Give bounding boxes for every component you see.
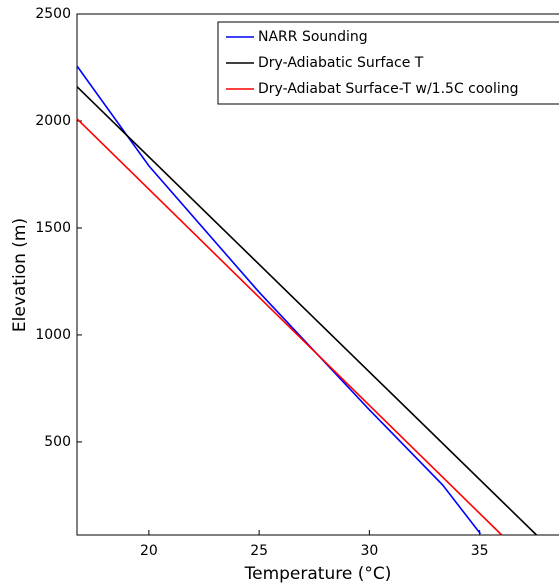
x-tick-label: 30: [360, 543, 378, 559]
y-tick-label: 500: [44, 434, 71, 450]
x-tick-label: 35: [471, 543, 489, 559]
series-line: [76, 118, 503, 536]
y-axis-label: Elevation (m): [10, 218, 30, 332]
plot-frame: [76, 13, 559, 536]
y-tick-label: 1000: [35, 327, 71, 343]
series-line: [76, 86, 538, 536]
x-tick-label: 20: [140, 543, 158, 559]
legend-label: Dry-Adiabat Surface-T w/1.5C cooling: [258, 81, 519, 97]
legend-label: NARR Sounding: [258, 29, 368, 45]
y-tick-label: 2500: [35, 6, 71, 22]
x-tick-label: 25: [250, 543, 268, 559]
legend-label: Dry-Adiabatic Surface T: [258, 55, 424, 71]
y-tick-label: 1500: [35, 220, 71, 236]
x-axis-label: Temperature (°C): [244, 564, 392, 584]
y-tick-label: 2000: [35, 113, 71, 129]
legend-box: [217, 21, 559, 105]
